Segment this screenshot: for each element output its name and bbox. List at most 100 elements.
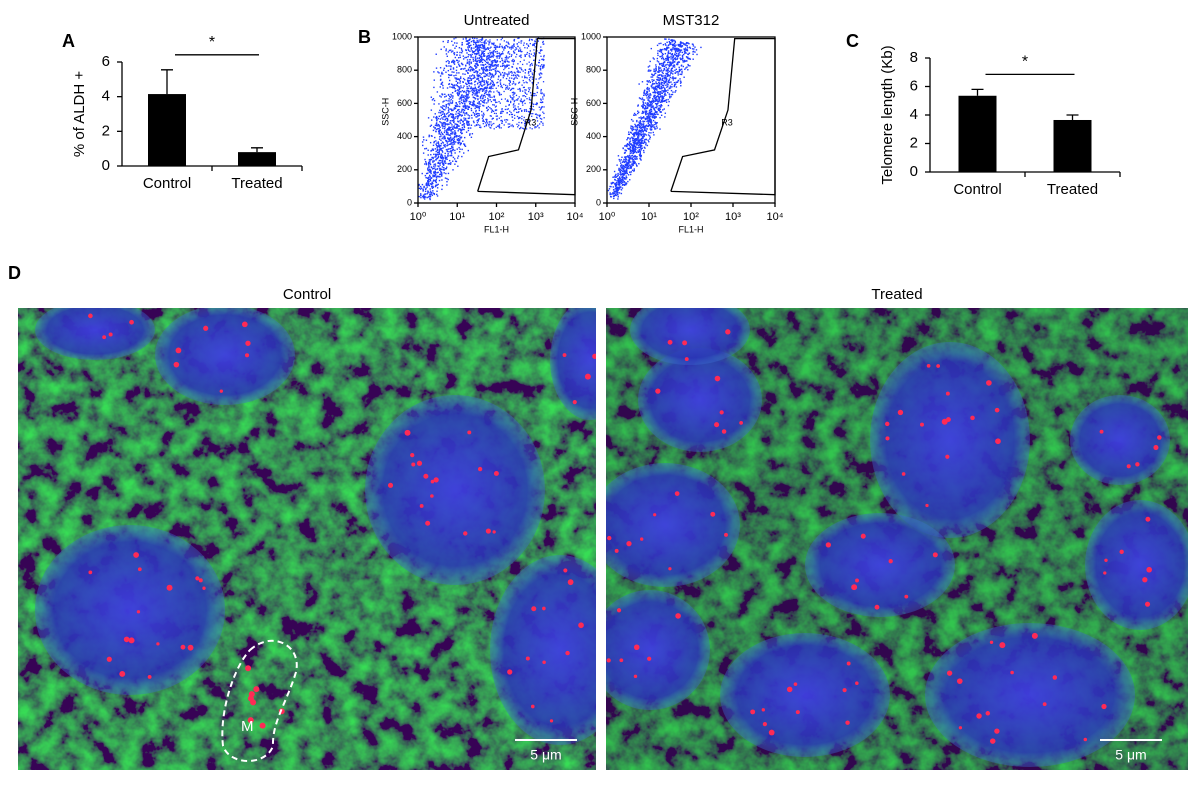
event	[435, 176, 437, 178]
event	[680, 81, 682, 83]
event	[657, 61, 660, 63]
event	[658, 91, 660, 93]
event	[650, 112, 652, 115]
event	[483, 92, 486, 95]
event	[640, 124, 642, 127]
x-tick-label: 10¹	[641, 211, 657, 223]
event	[471, 50, 473, 52]
event	[625, 163, 628, 166]
event	[499, 55, 501, 57]
event	[451, 138, 454, 141]
gate	[477, 38, 576, 196]
event	[485, 42, 487, 44]
event	[473, 113, 476, 115]
telomere-spot	[714, 422, 720, 428]
event	[675, 50, 677, 53]
event	[529, 77, 531, 79]
event	[508, 113, 511, 116]
event	[675, 81, 677, 84]
event	[465, 91, 467, 94]
event	[647, 103, 649, 105]
event	[496, 39, 499, 41]
event	[466, 83, 468, 86]
event	[465, 40, 468, 42]
event	[654, 99, 657, 101]
event	[482, 67, 485, 69]
event	[669, 61, 671, 64]
event	[477, 112, 479, 115]
event	[634, 156, 636, 158]
event	[679, 78, 681, 80]
event	[663, 82, 666, 85]
event	[515, 67, 518, 69]
event	[485, 80, 488, 83]
event	[618, 184, 620, 186]
event	[658, 86, 660, 89]
event	[516, 74, 518, 76]
event	[450, 130, 452, 132]
event	[615, 192, 617, 194]
event	[455, 69, 458, 72]
event	[494, 70, 497, 72]
event	[475, 105, 477, 107]
event	[488, 123, 490, 126]
event	[644, 138, 646, 141]
event	[669, 42, 671, 44]
telomere-spot	[119, 670, 126, 677]
event	[453, 71, 455, 73]
event	[494, 60, 496, 62]
event	[648, 65, 651, 67]
event	[448, 61, 450, 63]
event	[666, 56, 669, 59]
event	[627, 147, 629, 150]
event	[433, 174, 436, 177]
event	[458, 101, 460, 103]
event	[481, 52, 483, 55]
event	[617, 180, 619, 182]
event	[461, 129, 463, 131]
event	[537, 37, 540, 39]
event	[679, 82, 682, 84]
event	[539, 74, 541, 76]
event	[665, 72, 667, 75]
event	[423, 198, 426, 200]
event	[437, 142, 440, 145]
event	[680, 42, 683, 44]
event	[453, 136, 456, 139]
event	[466, 122, 468, 125]
event	[480, 89, 482, 91]
event	[439, 126, 441, 128]
event	[481, 78, 483, 80]
event	[452, 126, 455, 128]
event	[429, 176, 431, 178]
event	[650, 106, 652, 109]
event	[543, 54, 545, 57]
event	[490, 108, 492, 110]
telomere-spot	[926, 363, 931, 368]
event	[503, 75, 505, 77]
telomere-spot	[123, 636, 130, 643]
event	[492, 42, 494, 45]
event	[441, 175, 443, 177]
telomere-spot	[904, 594, 909, 599]
event	[615, 186, 618, 189]
event	[483, 59, 486, 62]
event	[460, 62, 463, 65]
telomere-spot	[884, 421, 890, 427]
event	[645, 113, 647, 115]
event	[451, 116, 453, 118]
event	[435, 115, 438, 118]
event	[658, 100, 660, 103]
event	[609, 185, 611, 188]
event	[504, 60, 507, 63]
event	[467, 106, 470, 109]
event	[523, 95, 525, 97]
event	[483, 48, 485, 50]
event	[477, 119, 479, 121]
telomere-spot	[842, 688, 847, 693]
event	[489, 126, 491, 129]
event	[477, 124, 479, 126]
telomere-spot	[136, 610, 141, 614]
event	[613, 192, 615, 195]
event	[437, 154, 440, 156]
